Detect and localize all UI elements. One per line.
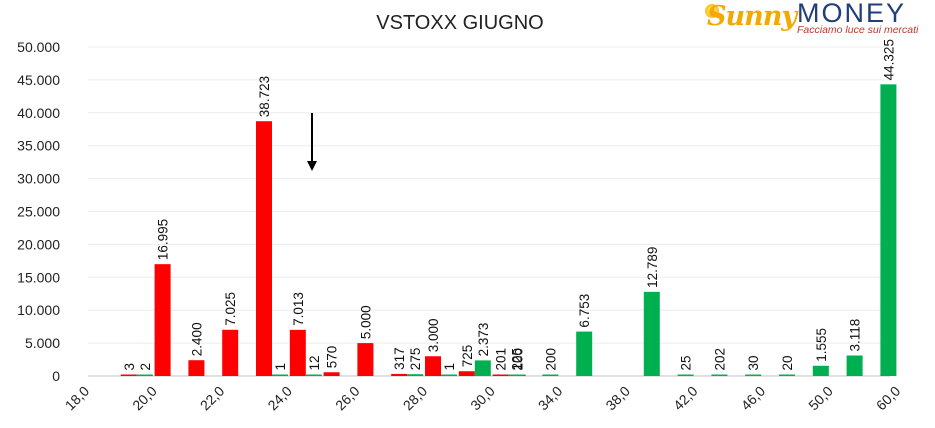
- x-tick-label: 22,0: [197, 383, 228, 414]
- y-tick-label: 20.000: [17, 236, 60, 252]
- bar: [425, 356, 441, 376]
- data-label: 202: [712, 348, 727, 371]
- bar: [711, 374, 728, 376]
- logo-money-text: MONEY: [797, 0, 907, 28]
- y-axis: 0 5.000 10.000 15.000 20.000 25.000 30.000 35.0…: [17, 39, 60, 384]
- y-tick-label: 45.000: [17, 72, 60, 88]
- bar: [357, 343, 374, 376]
- bar: [880, 84, 897, 377]
- bar: [222, 329, 239, 376]
- bar: [391, 373, 408, 376]
- data-label: 44.325: [881, 39, 896, 80]
- data-label: 20: [780, 355, 795, 370]
- bar: [576, 331, 593, 376]
- data-label: 1: [273, 363, 288, 371]
- bar: [745, 374, 762, 376]
- data-label: 7.025: [223, 292, 238, 326]
- data-labels: 3 16.995 2.400 7.025 38.723 7.013 570 5.000 317 3…: [122, 39, 897, 370]
- bar: [458, 371, 475, 376]
- y-tick-label: 0: [52, 368, 60, 384]
- bar: [120, 374, 137, 376]
- data-label: 1: [442, 363, 457, 371]
- data-label: 100: [511, 348, 526, 371]
- bar: [256, 121, 272, 376]
- bar: [441, 374, 457, 376]
- sun-icon: [705, 4, 719, 18]
- x-tick-label: 28,0: [400, 383, 431, 414]
- down-arrow-icon: [307, 113, 317, 171]
- data-label: 275: [408, 348, 423, 371]
- chart-gridlines: [88, 46, 890, 377]
- y-tick-label: 15.000: [17, 269, 60, 285]
- logo-sunny-text: Sunny: [707, 1, 797, 32]
- data-label: 6.753: [577, 294, 592, 328]
- x-tick-label: 30,0: [467, 383, 498, 414]
- x-tick-label: 38,0: [602, 383, 633, 414]
- bar: [154, 264, 171, 376]
- x-tick-label: 24,0: [264, 383, 295, 414]
- data-label: 225: [510, 348, 525, 371]
- data-label: 3: [122, 363, 137, 371]
- data-label: 38.723: [257, 76, 272, 117]
- bar: [272, 374, 288, 376]
- x-tick-label: 26,0: [332, 383, 363, 414]
- bar: [188, 360, 205, 376]
- bar: [542, 374, 559, 376]
- x-tick-label: 46,0: [738, 383, 769, 414]
- data-label: 30: [746, 355, 761, 370]
- bar: [492, 374, 509, 376]
- data-label: 200: [543, 348, 558, 371]
- bar: [846, 355, 863, 376]
- bar: [305, 374, 322, 376]
- data-label: 201: [494, 348, 509, 371]
- bar: [136, 374, 153, 376]
- data-label: 7.013: [291, 292, 306, 326]
- chart-title: VSTOXX GIUGNO: [376, 12, 543, 34]
- x-tick-label: 50,0: [805, 383, 836, 414]
- data-label: 2: [138, 363, 153, 371]
- data-label: 3.000: [426, 318, 441, 352]
- data-label: 12.789: [645, 247, 660, 288]
- bar: [779, 374, 795, 376]
- y-tick-label: 25.000: [17, 204, 60, 220]
- logo-tagline: Facciamo luce sui mercati: [797, 24, 919, 36]
- chart-bars: [120, 84, 897, 377]
- bar: [677, 374, 694, 376]
- sunny-money-logo: Sunny MONEY Facciamo luce sui mercati: [705, 0, 935, 40]
- data-label: 3.118: [848, 319, 863, 352]
- data-label: 725: [460, 345, 475, 368]
- data-label: 12: [307, 355, 322, 370]
- y-tick-label: 35.000: [17, 138, 60, 154]
- data-label: 5.000: [358, 305, 373, 339]
- x-tick-label: 42,0: [670, 383, 701, 414]
- bar: [508, 374, 525, 376]
- y-tick-label: 30.000: [17, 171, 60, 187]
- x-tick-label: 60,0: [873, 383, 904, 414]
- data-label: 25: [679, 355, 694, 370]
- data-label: 570: [325, 346, 340, 369]
- x-tick-label: 20,0: [129, 383, 160, 414]
- x-tick-label: 18,0: [62, 383, 93, 414]
- bar: [407, 374, 424, 376]
- data-label: 16.995: [156, 219, 171, 260]
- y-tick-label: 50.000: [17, 39, 60, 55]
- bar: [474, 360, 491, 376]
- data-label: 2.373: [476, 323, 491, 357]
- bar: [289, 329, 306, 376]
- data-label: 317: [392, 347, 407, 370]
- bar: [323, 372, 340, 376]
- bar: [643, 291, 660, 376]
- data-label: 1.555: [814, 328, 829, 362]
- y-tick-label: 5.000: [25, 335, 60, 351]
- y-tick-label: 40.000: [17, 105, 60, 121]
- x-tick-label: 34,0: [535, 383, 566, 414]
- bar: [812, 365, 829, 376]
- x-axis: 18,0 20,0 22,0 24,0 26,0 28,0 30,0 34,0 38,0 42,0…: [62, 383, 904, 414]
- data-label: 2.400: [189, 322, 204, 356]
- y-tick-label: 10.000: [17, 302, 60, 318]
